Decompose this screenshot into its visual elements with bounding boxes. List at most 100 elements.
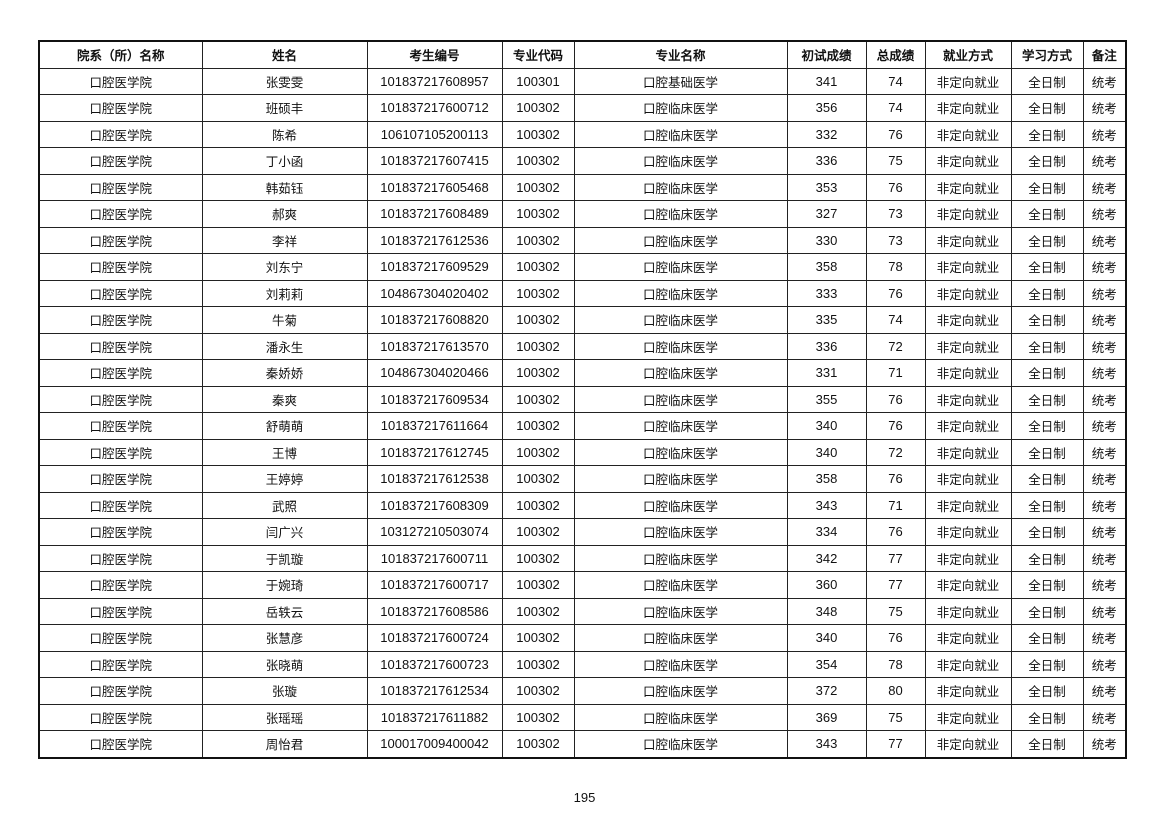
table-row: 口腔医学院 班硕丰 101837217600712 100302 口腔临床医学 356 74… bbox=[38, 94, 1127, 122]
cell-candidate-id: 101837217608586 bbox=[366, 597, 503, 625]
header-department: 院系（所）名称 bbox=[38, 40, 203, 69]
cell-initial-score: 343 bbox=[786, 730, 867, 758]
cell-initial-score: 333 bbox=[786, 279, 867, 307]
cell-total-score: 76 bbox=[865, 518, 926, 546]
cell-department: 口腔医学院 bbox=[38, 173, 203, 201]
cell-major-code: 100302 bbox=[501, 200, 575, 228]
cell-study-mode: 全日制 bbox=[1010, 173, 1084, 201]
cell-study-mode: 全日制 bbox=[1010, 253, 1084, 281]
cell-major-code: 100302 bbox=[501, 279, 575, 307]
cell-candidate-id: 101837217612536 bbox=[366, 226, 503, 254]
cell-initial-score: 340 bbox=[786, 438, 867, 466]
cell-remarks: 统考 bbox=[1082, 359, 1127, 387]
cell-employment-type: 非定向就业 bbox=[924, 306, 1012, 334]
cell-name: 于凯璇 bbox=[201, 544, 368, 572]
cell-major-code: 100302 bbox=[501, 438, 575, 466]
table-row: 口腔医学院 王婷婷 101837217612538 100302 口腔临床医学 358 76… bbox=[38, 465, 1127, 493]
cell-major-name: 口腔临床医学 bbox=[573, 624, 788, 652]
cell-name: 潘永生 bbox=[201, 332, 368, 360]
cell-total-score: 76 bbox=[865, 465, 926, 493]
cell-remarks: 统考 bbox=[1082, 120, 1127, 148]
header-major-name: 专业名称 bbox=[573, 40, 788, 69]
cell-study-mode: 全日制 bbox=[1010, 544, 1084, 572]
cell-major-name: 口腔临床医学 bbox=[573, 385, 788, 413]
cell-total-score: 75 bbox=[865, 597, 926, 625]
cell-name: 王婷婷 bbox=[201, 465, 368, 493]
table-row: 口腔医学院 张雯雯 101837217608957 100301 口腔基础医学 341 74… bbox=[38, 67, 1127, 95]
cell-employment-type: 非定向就业 bbox=[924, 677, 1012, 705]
cell-employment-type: 非定向就业 bbox=[924, 279, 1012, 307]
cell-major-code: 100302 bbox=[501, 253, 575, 281]
cell-remarks: 统考 bbox=[1082, 306, 1127, 334]
table-row: 口腔医学院 张璇 101837217612534 100302 口腔临床医学 372 80 非… bbox=[38, 677, 1127, 705]
cell-employment-type: 非定向就业 bbox=[924, 94, 1012, 122]
cell-department: 口腔医学院 bbox=[38, 120, 203, 148]
cell-total-score: 74 bbox=[865, 306, 926, 334]
cell-candidate-id: 104867304020402 bbox=[366, 279, 503, 307]
cell-candidate-id: 104867304020466 bbox=[366, 359, 503, 387]
cell-remarks: 统考 bbox=[1082, 385, 1127, 413]
cell-department: 口腔医学院 bbox=[38, 703, 203, 731]
cell-employment-type: 非定向就业 bbox=[924, 518, 1012, 546]
cell-study-mode: 全日制 bbox=[1010, 571, 1084, 599]
cell-name: 张璇 bbox=[201, 677, 368, 705]
cell-remarks: 统考 bbox=[1082, 518, 1127, 546]
cell-total-score: 77 bbox=[865, 730, 926, 758]
cell-department: 口腔医学院 bbox=[38, 465, 203, 493]
cell-department: 口腔医学院 bbox=[38, 597, 203, 625]
cell-major-name: 口腔临床医学 bbox=[573, 200, 788, 228]
cell-department: 口腔医学院 bbox=[38, 306, 203, 334]
cell-department: 口腔医学院 bbox=[38, 359, 203, 387]
cell-total-score: 78 bbox=[865, 650, 926, 678]
table-row: 口腔医学院 于凯璇 101837217600711 100302 口腔临床医学 342 77… bbox=[38, 544, 1127, 572]
cell-major-name: 口腔临床医学 bbox=[573, 703, 788, 731]
cell-employment-type: 非定向就业 bbox=[924, 491, 1012, 519]
cell-study-mode: 全日制 bbox=[1010, 491, 1084, 519]
cell-employment-type: 非定向就业 bbox=[924, 465, 1012, 493]
cell-name: 郝爽 bbox=[201, 200, 368, 228]
cell-total-score: 75 bbox=[865, 147, 926, 175]
cell-total-score: 72 bbox=[865, 438, 926, 466]
table-row: 口腔医学院 秦爽 101837217609534 100302 口腔临床医学 355 76 非… bbox=[38, 385, 1127, 413]
cell-major-name: 口腔临床医学 bbox=[573, 597, 788, 625]
cell-major-name: 口腔临床医学 bbox=[573, 306, 788, 334]
cell-study-mode: 全日制 bbox=[1010, 385, 1084, 413]
header-total-score: 总成绩 bbox=[865, 40, 926, 69]
cell-major-code: 100302 bbox=[501, 173, 575, 201]
admission-list-table: 院系（所）名称 姓名 考生编号 专业代码 专业名称 初试成绩 总成绩 就业方式 学习方式 备注 口… bbox=[38, 40, 1127, 759]
cell-name: 刘莉莉 bbox=[201, 279, 368, 307]
cell-study-mode: 全日制 bbox=[1010, 518, 1084, 546]
table-row: 口腔医学院 岳轶云 101837217608586 100302 口腔临床医学 348 75… bbox=[38, 597, 1127, 625]
cell-study-mode: 全日制 bbox=[1010, 332, 1084, 360]
cell-major-name: 口腔临床医学 bbox=[573, 173, 788, 201]
cell-major-name: 口腔临床医学 bbox=[573, 650, 788, 678]
cell-major-name: 口腔临床医学 bbox=[573, 359, 788, 387]
cell-total-score: 74 bbox=[865, 67, 926, 95]
cell-major-name: 口腔临床医学 bbox=[573, 544, 788, 572]
cell-name: 班硕丰 bbox=[201, 94, 368, 122]
cell-major-name: 口腔临床医学 bbox=[573, 147, 788, 175]
cell-initial-score: 358 bbox=[786, 253, 867, 281]
cell-initial-score: 360 bbox=[786, 571, 867, 599]
cell-candidate-id: 101837217612745 bbox=[366, 438, 503, 466]
cell-name: 李祥 bbox=[201, 226, 368, 254]
cell-major-code: 100302 bbox=[501, 518, 575, 546]
cell-remarks: 统考 bbox=[1082, 173, 1127, 201]
cell-study-mode: 全日制 bbox=[1010, 730, 1084, 758]
cell-employment-type: 非定向就业 bbox=[924, 67, 1012, 95]
cell-candidate-id: 101837217608820 bbox=[366, 306, 503, 334]
cell-total-score: 77 bbox=[865, 544, 926, 572]
cell-study-mode: 全日制 bbox=[1010, 147, 1084, 175]
cell-name: 周怡君 bbox=[201, 730, 368, 758]
cell-major-code: 100302 bbox=[501, 120, 575, 148]
cell-total-score: 77 bbox=[865, 571, 926, 599]
cell-major-code: 100302 bbox=[501, 597, 575, 625]
cell-study-mode: 全日制 bbox=[1010, 624, 1084, 652]
cell-major-name: 口腔临床医学 bbox=[573, 120, 788, 148]
cell-candidate-id: 101837217611882 bbox=[366, 703, 503, 731]
cell-study-mode: 全日制 bbox=[1010, 306, 1084, 334]
table-row: 口腔医学院 闫广兴 103127210503074 100302 口腔临床医学 334 76… bbox=[38, 518, 1127, 546]
cell-major-code: 100302 bbox=[501, 332, 575, 360]
table-row: 口腔医学院 刘莉莉 104867304020402 100302 口腔临床医学 333 76… bbox=[38, 279, 1127, 307]
cell-initial-score: 340 bbox=[786, 624, 867, 652]
